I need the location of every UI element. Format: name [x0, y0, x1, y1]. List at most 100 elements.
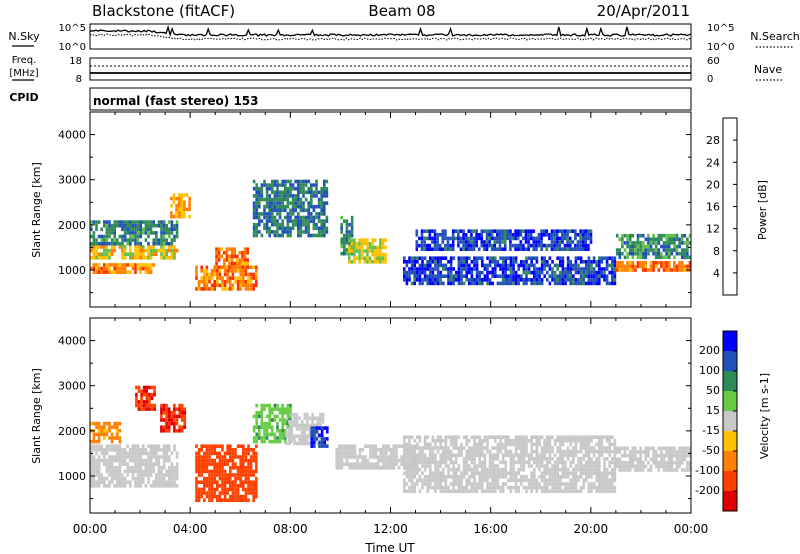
velocity-cell: [142, 473, 145, 477]
velocity-cell: [434, 478, 437, 483]
power-cell: [289, 208, 292, 213]
velocity-cell: [165, 425, 168, 429]
velocity-cell: [173, 469, 176, 474]
power-cell: [381, 252, 385, 257]
velocity-cell: [326, 444, 329, 448]
velocity-cell: [118, 444, 122, 448]
power-cell: [340, 251, 343, 256]
velocity-cell: [153, 385, 156, 390]
power-cell: [273, 190, 277, 195]
velocity-cell: [208, 462, 211, 466]
power-cell: [139, 231, 142, 235]
power-cell: [540, 260, 544, 264]
power-cell: [530, 281, 533, 286]
power-cell: [537, 236, 541, 241]
velocity-cell: [382, 448, 385, 452]
power-cell: [421, 270, 424, 275]
power-cell: [312, 204, 316, 209]
power-cell: [173, 234, 176, 239]
colorbar-swatch: [723, 391, 737, 412]
velocity-cell: [478, 457, 481, 461]
power-cell: [576, 240, 580, 244]
power-cell: [258, 186, 261, 191]
power-cell: [496, 263, 500, 268]
power-cell: [657, 251, 661, 256]
velocity-cell: [600, 489, 604, 493]
power-cell: [323, 190, 326, 195]
power-cell: [441, 236, 445, 241]
power-cell: [136, 220, 140, 224]
velocity-cell: [384, 444, 388, 448]
velocity-cell: [121, 480, 124, 484]
velocity-cell: [319, 438, 322, 442]
velocity-cell: [160, 403, 163, 408]
velocity-cell: [538, 435, 541, 439]
power-cell: [421, 256, 424, 260]
velocity-cell: [431, 435, 435, 439]
velocity-cell: [247, 466, 250, 470]
power-cell: [459, 236, 463, 241]
velocity-cell: [136, 476, 140, 481]
velocity-cell: [134, 469, 137, 474]
velocity-cell: [434, 446, 437, 450]
velocity-cell: [123, 462, 127, 466]
power-cell: [286, 233, 290, 238]
noise-search-trace: [89, 33, 692, 41]
power-cell: [100, 245, 103, 249]
power-cell: [108, 252, 111, 256]
velocity-cell: [468, 482, 471, 486]
velocity-cell: [512, 439, 515, 443]
velocity-cell: [303, 423, 307, 428]
velocity-cell: [543, 453, 546, 457]
power-cell: [670, 251, 674, 256]
velocity-cell: [258, 411, 261, 415]
power-cell: [590, 260, 593, 264]
velocity-cell: [587, 446, 591, 450]
velocity-cell: [242, 487, 245, 492]
power-cell: [517, 278, 520, 282]
velocity-cell: [321, 412, 325, 417]
power-cell: [673, 237, 676, 242]
velocity-cell: [416, 464, 419, 468]
velocity-cell: [421, 449, 424, 454]
velocity-cell: [108, 480, 111, 484]
velocity-cell: [410, 478, 414, 483]
velocity-cell: [475, 471, 479, 475]
velocity-cell: [585, 435, 588, 439]
velocity-cell: [293, 423, 296, 428]
velocity-cell: [273, 432, 277, 437]
power-cell: [595, 270, 598, 275]
velocity-cell: [444, 485, 448, 490]
power-cell: [436, 256, 440, 260]
velocity-cell: [543, 449, 546, 454]
power-cell: [600, 256, 604, 260]
velocity-cell: [457, 464, 461, 468]
velocity-cell: [155, 451, 158, 456]
power-cell: [323, 179, 326, 184]
power-cell: [299, 219, 303, 223]
velocity-cell: [468, 489, 471, 493]
velocity-cell: [278, 411, 282, 415]
power-cell: [574, 263, 578, 268]
velocity-cell: [160, 407, 163, 411]
power-cell: [139, 220, 142, 224]
power-cell: [491, 274, 494, 278]
velocity-cell: [423, 475, 427, 479]
power-cell: [509, 256, 513, 260]
velocity-cell: [405, 435, 409, 439]
power-cell: [134, 220, 137, 224]
velocity-cell: [116, 421, 119, 426]
velocity-cell: [286, 403, 290, 408]
velocity-cell: [600, 435, 604, 439]
velocity-cell: [416, 457, 419, 461]
power-cell: [376, 252, 380, 257]
velocity-cell: [303, 438, 307, 442]
velocity-cell: [611, 435, 614, 439]
power-cell: [504, 263, 507, 268]
power-cell: [457, 256, 461, 260]
velocity-cell: [113, 448, 116, 452]
power-cell: [105, 223, 109, 228]
velocity-cell: [405, 446, 409, 450]
velocity-cell: [180, 429, 184, 433]
power-cell: [579, 281, 583, 286]
